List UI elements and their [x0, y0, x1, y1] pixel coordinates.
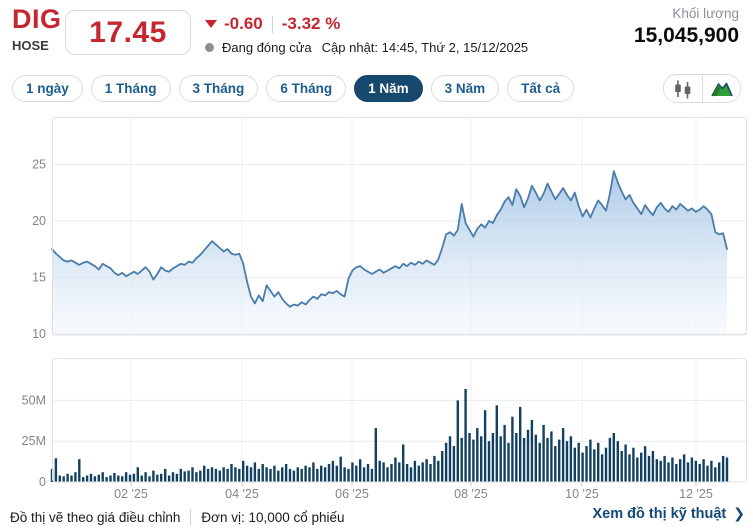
candlestick-icon — [675, 80, 691, 98]
svg-text:02 '25: 02 '25 — [114, 487, 148, 501]
time-range-tabs: 1 ngày 1 Tháng 3 Tháng 6 Tháng 1 Năm 3 Năm Tất… — [12, 75, 575, 102]
chart-footnote: Đồ thị vẽ theo giá điều chỉnh Đơn vị: 10… — [10, 507, 345, 527]
change-separator — [271, 15, 273, 33]
svg-text:15: 15 — [32, 270, 46, 284]
tab-6-thang[interactable]: 6 Tháng — [266, 75, 347, 102]
market-status-dot-icon — [205, 42, 214, 52]
mountain-chart-icon — [710, 82, 733, 96]
svg-text:25: 25 — [32, 157, 46, 171]
tab-3-thang[interactable]: 3 Tháng — [178, 75, 259, 102]
technical-chart-link-label: Xem đồ thị kỹ thuật — [592, 505, 727, 522]
svg-text:25M: 25M — [22, 434, 46, 448]
price-change-row: -0.60 -3.32 % — [205, 13, 340, 35]
arrow-down-icon — [205, 20, 217, 28]
price-chart[interactable]: 10 15 20 25 — [0, 105, 753, 345]
exchange-label: HOSE — [12, 38, 49, 53]
last-updated: Cập nhật: 14:45, Thứ 2, 15/12/2025 — [321, 39, 529, 55]
tab-tat-ca[interactable]: Tất cả — [507, 75, 575, 102]
chart-type-switcher — [663, 74, 741, 103]
toolbar: 1 ngày 1 Tháng 3 Tháng 6 Tháng 1 Năm 3 Năm Tất… — [12, 74, 741, 103]
svg-text:10 '25: 10 '25 — [565, 487, 599, 501]
tab-3-nam[interactable]: 3 Năm — [430, 75, 500, 102]
svg-text:08 '25: 08 '25 — [454, 487, 488, 501]
svg-text:20: 20 — [32, 214, 46, 228]
area-chart-button[interactable] — [702, 75, 740, 102]
svg-text:50M: 50M — [22, 393, 46, 407]
current-price-box: 17.45 — [65, 10, 191, 55]
volume-chart[interactable]: 0 25M 50M 02 '25 04 '25 06 '25 08 '25 10 '25 12 … — [0, 345, 753, 507]
price-change-percent: -3.32 % — [281, 14, 341, 33]
candlestick-chart-button[interactable] — [664, 75, 702, 102]
market-status: Đang đóng cửa — [222, 39, 312, 55]
tab-1-thang[interactable]: 1 Tháng — [90, 75, 171, 102]
footnote-separator — [190, 509, 192, 525]
technical-chart-link[interactable]: Xem đồ thị kỹ thuật ❯ — [593, 505, 745, 522]
volume-label: Khối lượng — [672, 6, 739, 21]
svg-text:04 '25: 04 '25 — [225, 487, 259, 501]
chevron-right-icon: ❯ — [733, 505, 745, 521]
svg-text:06 '25: 06 '25 — [335, 487, 369, 501]
price-change: -0.60 — [224, 14, 263, 33]
adjusted-price-note: Đồ thị vẽ theo giá điều chỉnh — [10, 509, 181, 525]
market-status-row: Đang đóng cửa Cập nhật: 14:45, Thứ 2, 15… — [205, 38, 528, 56]
current-price: 17.45 — [89, 15, 167, 49]
ticker-symbol: DIG — [12, 4, 62, 34]
svg-text:0: 0 — [39, 475, 46, 489]
svg-text:12 '25: 12 '25 — [679, 487, 713, 501]
tab-1-nam[interactable]: 1 Năm — [354, 75, 423, 102]
unit-note: Đơn vị: 10,000 cổ phiếu — [201, 509, 345, 525]
svg-text:10: 10 — [32, 327, 46, 341]
volume-value: 15,045,900 — [633, 24, 739, 47]
tab-1-ngay[interactable]: 1 ngày — [12, 75, 83, 102]
